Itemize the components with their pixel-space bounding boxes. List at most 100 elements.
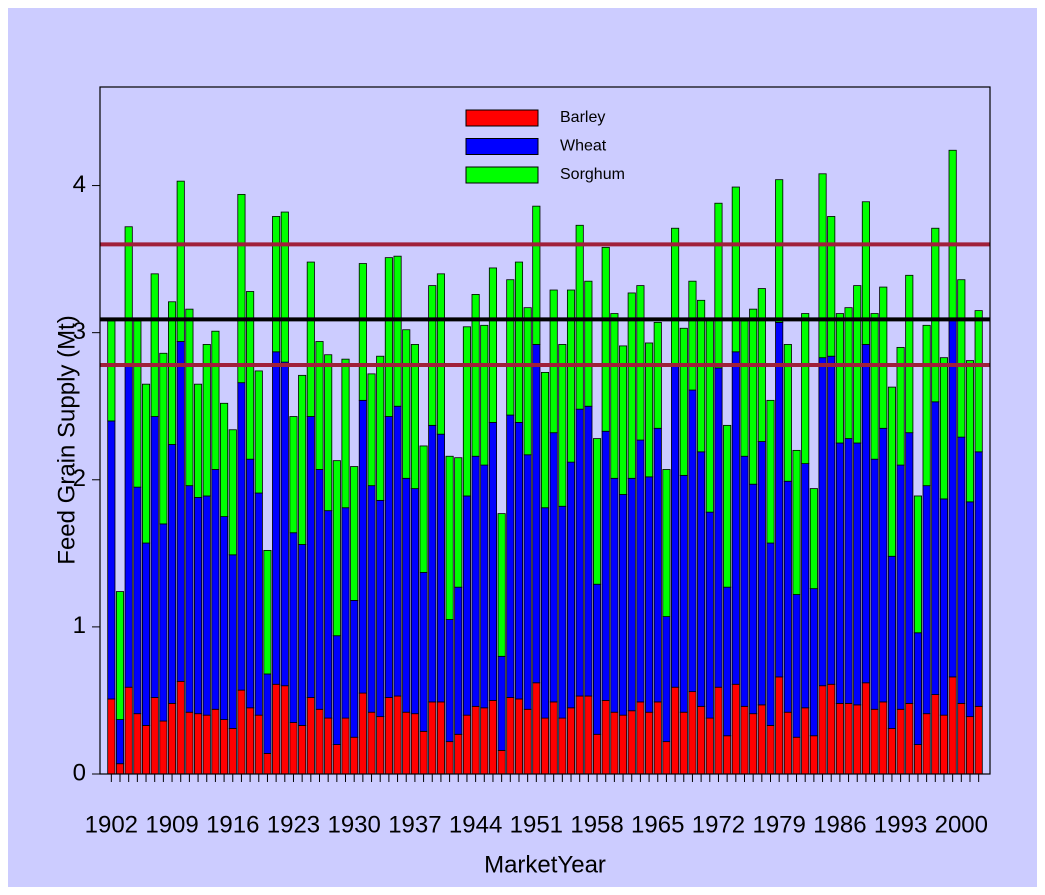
bar-segment	[731, 683, 740, 775]
bar-segment	[584, 405, 593, 697]
bar-segment	[679, 474, 688, 713]
bar-segment	[809, 735, 818, 775]
bar-segment	[150, 697, 159, 775]
bar-segment	[558, 505, 567, 719]
bar-segment	[714, 202, 723, 369]
bar-segment	[350, 736, 359, 775]
bar-segment	[749, 483, 758, 715]
bar-segment	[844, 307, 853, 439]
bar-segment	[124, 226, 133, 366]
bar-segment	[428, 285, 437, 426]
bar-segment	[272, 683, 281, 775]
bar-segment	[194, 383, 203, 498]
bar-segment	[211, 469, 220, 710]
bar-segment	[801, 463, 810, 709]
legend-swatch	[465, 166, 539, 184]
bar-segment	[922, 713, 931, 775]
bar-segment	[714, 686, 723, 775]
bar-segment	[358, 399, 367, 694]
bar-segment	[332, 460, 341, 637]
bar-segment	[471, 455, 480, 707]
bar-segment	[879, 286, 888, 429]
bar-segment	[237, 193, 246, 384]
bar-segment	[141, 383, 151, 544]
bar-segment	[298, 544, 307, 726]
bar-segment	[471, 294, 480, 457]
bar-segment	[298, 374, 307, 545]
bar-segment	[697, 299, 706, 453]
x-tick-label: 2000	[935, 811, 988, 838]
bar-segment	[775, 179, 784, 323]
bar-segment	[549, 701, 558, 775]
bar-segment	[419, 730, 428, 775]
bar-segment	[679, 327, 688, 476]
bar-segment	[436, 701, 445, 775]
bar-segment	[254, 714, 263, 775]
bar-segment	[566, 289, 576, 463]
bar-segment	[263, 673, 272, 754]
bar-segment	[905, 274, 914, 434]
bar-segment	[601, 246, 610, 432]
bar-segment	[254, 370, 263, 494]
bar-segment	[974, 451, 983, 707]
bar-segment	[636, 285, 645, 441]
bar-segment	[627, 710, 636, 775]
bar-segment	[124, 686, 133, 775]
bar-segment	[133, 713, 142, 775]
bar-segment	[818, 173, 827, 359]
bar-segment	[645, 476, 654, 713]
y-tick-label: 3	[73, 318, 86, 345]
bar-segment	[228, 727, 237, 775]
bar-segment	[636, 439, 645, 703]
bar-segment	[610, 477, 619, 713]
bar-segment	[324, 354, 333, 512]
bar-segment	[428, 424, 437, 703]
bar-segment	[107, 420, 116, 700]
bar-segment	[619, 345, 628, 495]
bar-segment	[705, 717, 714, 775]
bar-segment	[861, 201, 870, 345]
bar-segment	[514, 698, 524, 775]
bar-segment	[185, 485, 194, 713]
bar-segment	[801, 707, 810, 775]
bar-segment	[584, 695, 593, 775]
bar-segment	[254, 492, 263, 716]
bar-segment	[367, 485, 376, 713]
bar-segment	[384, 257, 393, 417]
bar-segment	[662, 741, 671, 775]
bar-segment	[480, 324, 489, 466]
bar-segment	[410, 488, 419, 715]
bar-segment	[679, 711, 688, 775]
bar-segment	[445, 619, 454, 743]
bar-segment	[488, 267, 498, 423]
bar-segment	[723, 735, 732, 775]
bar-segment	[289, 532, 298, 723]
y-tick-label: 0	[73, 759, 86, 786]
bar-segment	[592, 733, 602, 775]
bar-segment	[965, 360, 975, 503]
bar-segment	[410, 344, 419, 490]
bar-segment	[367, 373, 376, 487]
bar-segment	[887, 386, 896, 557]
bar-segment	[341, 717, 350, 775]
bar-segment	[402, 329, 411, 479]
x-tick-label: 1923	[267, 811, 320, 838]
bar-segment	[662, 616, 671, 743]
bar-segment	[141, 542, 151, 726]
bar-segment	[436, 273, 445, 435]
bar-segment	[315, 469, 324, 710]
bar-segment	[497, 750, 506, 775]
bar-segment	[202, 714, 211, 775]
bar-segment	[688, 389, 697, 693]
bar-segment	[948, 149, 957, 320]
bar-segment	[783, 711, 792, 775]
bar-segment	[566, 707, 576, 775]
bar-segment	[185, 711, 194, 775]
bar-segment	[939, 714, 949, 775]
bar-segment	[306, 416, 315, 698]
bar-segment	[783, 480, 792, 713]
bar-segment	[185, 308, 194, 487]
y-tick-label: 2	[73, 465, 86, 492]
legend-label: Wheat	[560, 138, 607, 155]
bar-segment	[263, 549, 272, 675]
